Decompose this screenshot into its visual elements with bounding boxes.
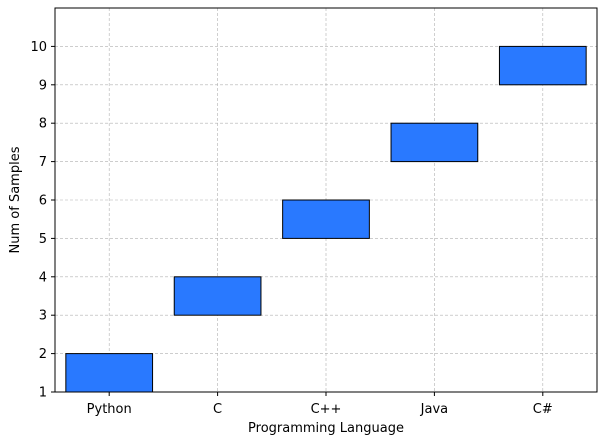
bar-python	[65, 353, 154, 393]
bar-c-	[498, 45, 587, 86]
y-tick-label: 8	[39, 117, 47, 132]
y-tick-label: 9	[39, 78, 47, 93]
bar-java	[390, 122, 479, 163]
x-tick-label: Python	[87, 402, 132, 417]
y-tick-label: 2	[39, 347, 47, 362]
y-tick-label: 4	[39, 270, 47, 285]
x-tick-label: C	[213, 402, 222, 417]
bars	[65, 45, 587, 393]
x-tick-label: C#	[533, 402, 553, 417]
bar-c	[173, 276, 262, 316]
y-tick-label: 5	[39, 232, 47, 247]
bar-c-	[282, 199, 370, 239]
x-axis-ticks: Python C C++ Java C#	[87, 392, 553, 417]
y-axis-label: Num of Samples	[8, 146, 23, 253]
x-tick-label: C++	[311, 402, 342, 417]
y-tick-label: 10	[30, 40, 47, 55]
y-tick-label: 3	[39, 309, 47, 324]
y-tick-label: 1	[39, 386, 47, 401]
x-tick-label: Java	[420, 402, 448, 417]
y-tick-label: 7	[39, 155, 47, 170]
y-axis-ticks: 1 2 3 4 5 6 7 8 9 10	[30, 40, 55, 401]
y-tick-label: 6	[39, 194, 47, 209]
x-axis-label: Programming Language	[248, 421, 404, 436]
